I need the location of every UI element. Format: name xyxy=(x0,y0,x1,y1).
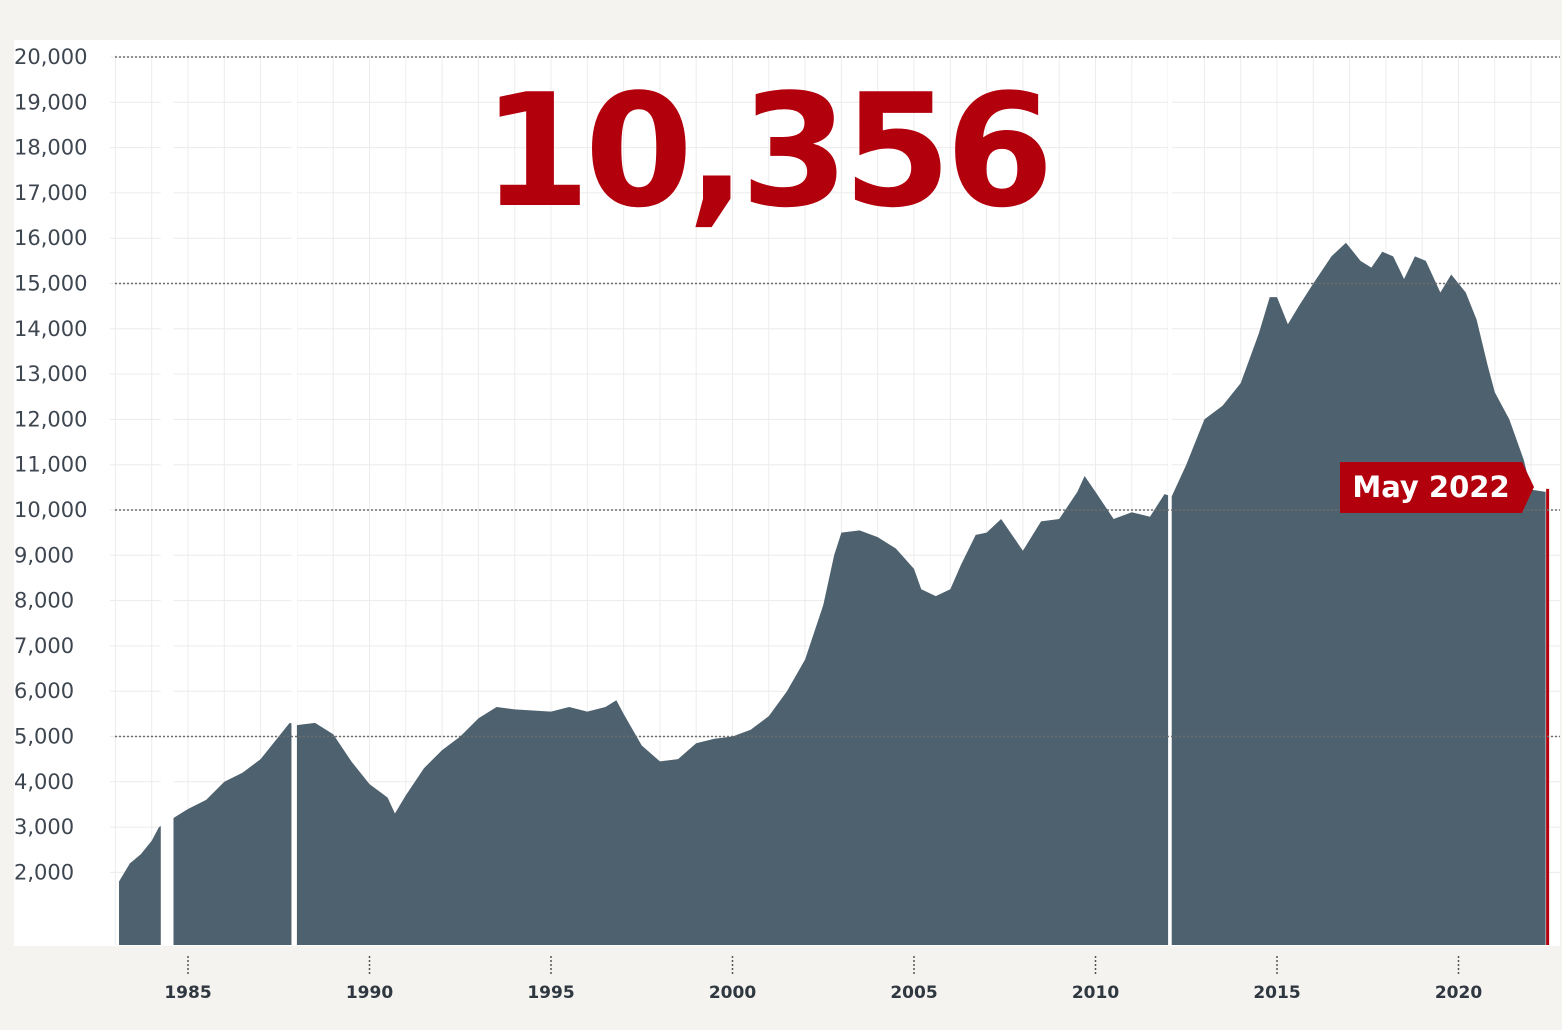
y-tick-label: 17,000 xyxy=(14,181,87,205)
y-tick-label: 10,000 xyxy=(14,498,87,522)
area-fill xyxy=(119,242,1546,946)
x-tick-label: 2010 xyxy=(1072,983,1119,1003)
area-series xyxy=(119,55,1550,946)
y-tick-label: 16,000 xyxy=(14,226,87,250)
x-tick-label: 1990 xyxy=(346,983,393,1003)
y-tick-label: 4,000 xyxy=(14,770,74,794)
y-tick-label: 12,000 xyxy=(14,407,87,431)
callout-label: May 2022 xyxy=(1352,470,1509,504)
y-tick-label: 13,000 xyxy=(14,362,87,386)
x-tick-label: 1985 xyxy=(164,983,211,1003)
y-tick-label: 6,000 xyxy=(14,679,74,703)
y-tick-label: 20,000 xyxy=(14,45,87,69)
x-tick-label: 2015 xyxy=(1253,983,1300,1003)
y-tick-label: 3,000 xyxy=(14,815,74,839)
x-tick-label: 2020 xyxy=(1435,983,1482,1003)
reference-lines xyxy=(115,56,1560,738)
y-tick-label: 9,000 xyxy=(14,543,74,567)
y-tick-label: 2,000 xyxy=(14,860,74,884)
y-tick-label: 7,000 xyxy=(14,634,74,658)
x-axis: 1985 1990 1995 2000 2005 2010 2015 2020 xyxy=(164,956,1482,1003)
x-tick-label: 1995 xyxy=(527,983,574,1003)
callout-box xyxy=(1340,462,1534,513)
y-axis: 2,000 3,000 4,000 5,000 6,000 7,000 8,000 9,000… xyxy=(14,45,87,884)
y-tick-label: 11,000 xyxy=(14,453,87,477)
headline-value: 10,356 xyxy=(482,60,1048,242)
latest-value-callout: May 2022 xyxy=(1340,462,1534,513)
data-gap xyxy=(291,55,297,945)
y-tick-label: 5,000 xyxy=(14,725,74,749)
y-tick-label: 15,000 xyxy=(14,272,87,296)
y-tick-label: 14,000 xyxy=(14,317,87,341)
y-tick-label: 19,000 xyxy=(14,90,87,114)
x-tick-label: 2000 xyxy=(709,983,756,1003)
x-tick-label: 2005 xyxy=(890,983,937,1003)
y-tick-label: 18,000 xyxy=(14,136,87,160)
y-tick-label: 8,000 xyxy=(14,589,74,613)
data-gap xyxy=(160,55,174,945)
data-gap xyxy=(1168,55,1172,945)
